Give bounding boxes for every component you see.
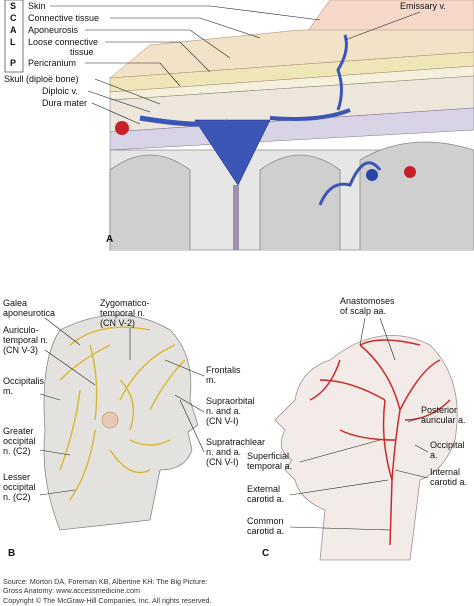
leader-lines [39,317,205,496]
layer-label: tissue [70,47,94,57]
scalp-letter: L [10,37,16,47]
scalp-box [4,0,24,73]
panel-label: C [262,548,269,559]
scalp-letter: S [10,1,16,11]
layer-label: Loose connective [28,37,98,47]
source-line: Gross Anatomy: www.accessmedicine.com [3,586,140,595]
emissary-label: Emissary v. [400,1,446,11]
galea-label: Galea aponeurotica [3,298,55,318]
occipital-label: Occipital a. [430,440,465,460]
scalp-letter: C [10,13,17,23]
supraorbital-label: Supraorbital n. and a. (CN V-I) [206,396,255,426]
scalp-block [109,0,474,251]
lesser-label: Lesser occipital n. (C2) [3,472,36,502]
common-label: Common carotid a. [247,516,284,536]
layer-label: Aponeurosis [28,25,79,35]
internal-label: Internal carotid a. [430,467,467,487]
posterior-label: Posterior auricular a. [421,405,466,425]
scalp-letter: P [10,58,16,68]
leader-lines [289,317,429,531]
head-arteries [274,335,458,561]
greater-label: Greater occipital n. (C2) [3,426,36,456]
external-label: External carotid a. [247,484,284,504]
dura-label: Dura mater [42,98,87,108]
occipitalis-label: Occipitalis m. [3,376,45,396]
panel-label: B [8,548,15,559]
superficial-label: Superficial temporal a. [247,451,292,471]
leader-lines [50,5,421,125]
supratrachlear-label: Supratrachlear n. and a. (CN V-I) [206,437,265,467]
panel-label: A [106,234,113,245]
layer-label: Skin [28,1,46,11]
diploic-label: Diploic v. [42,86,78,96]
anastomoses-label: Anastomoses of scalp aa. [340,296,395,316]
frontalis-label: Frontalis m. [206,365,241,385]
copyright: Copyright © The McGraw-Hill Companies, I… [3,596,211,605]
layer-label: Pericranium [28,58,76,68]
layer-label: Connective tissue [28,13,99,23]
auriculo-label: Auriculo-temporal n. (CN V-3) [3,325,48,355]
head-nerves [43,314,199,531]
scalp-letter: A [10,25,17,35]
zygomatico-label: Zygomatico-temporal n. (CN V-2) [100,298,150,328]
skull-label: Skull (diploë bone) [4,74,79,84]
source-line: Source: Morton DA, Foreman KB, Albertine… [3,577,207,586]
